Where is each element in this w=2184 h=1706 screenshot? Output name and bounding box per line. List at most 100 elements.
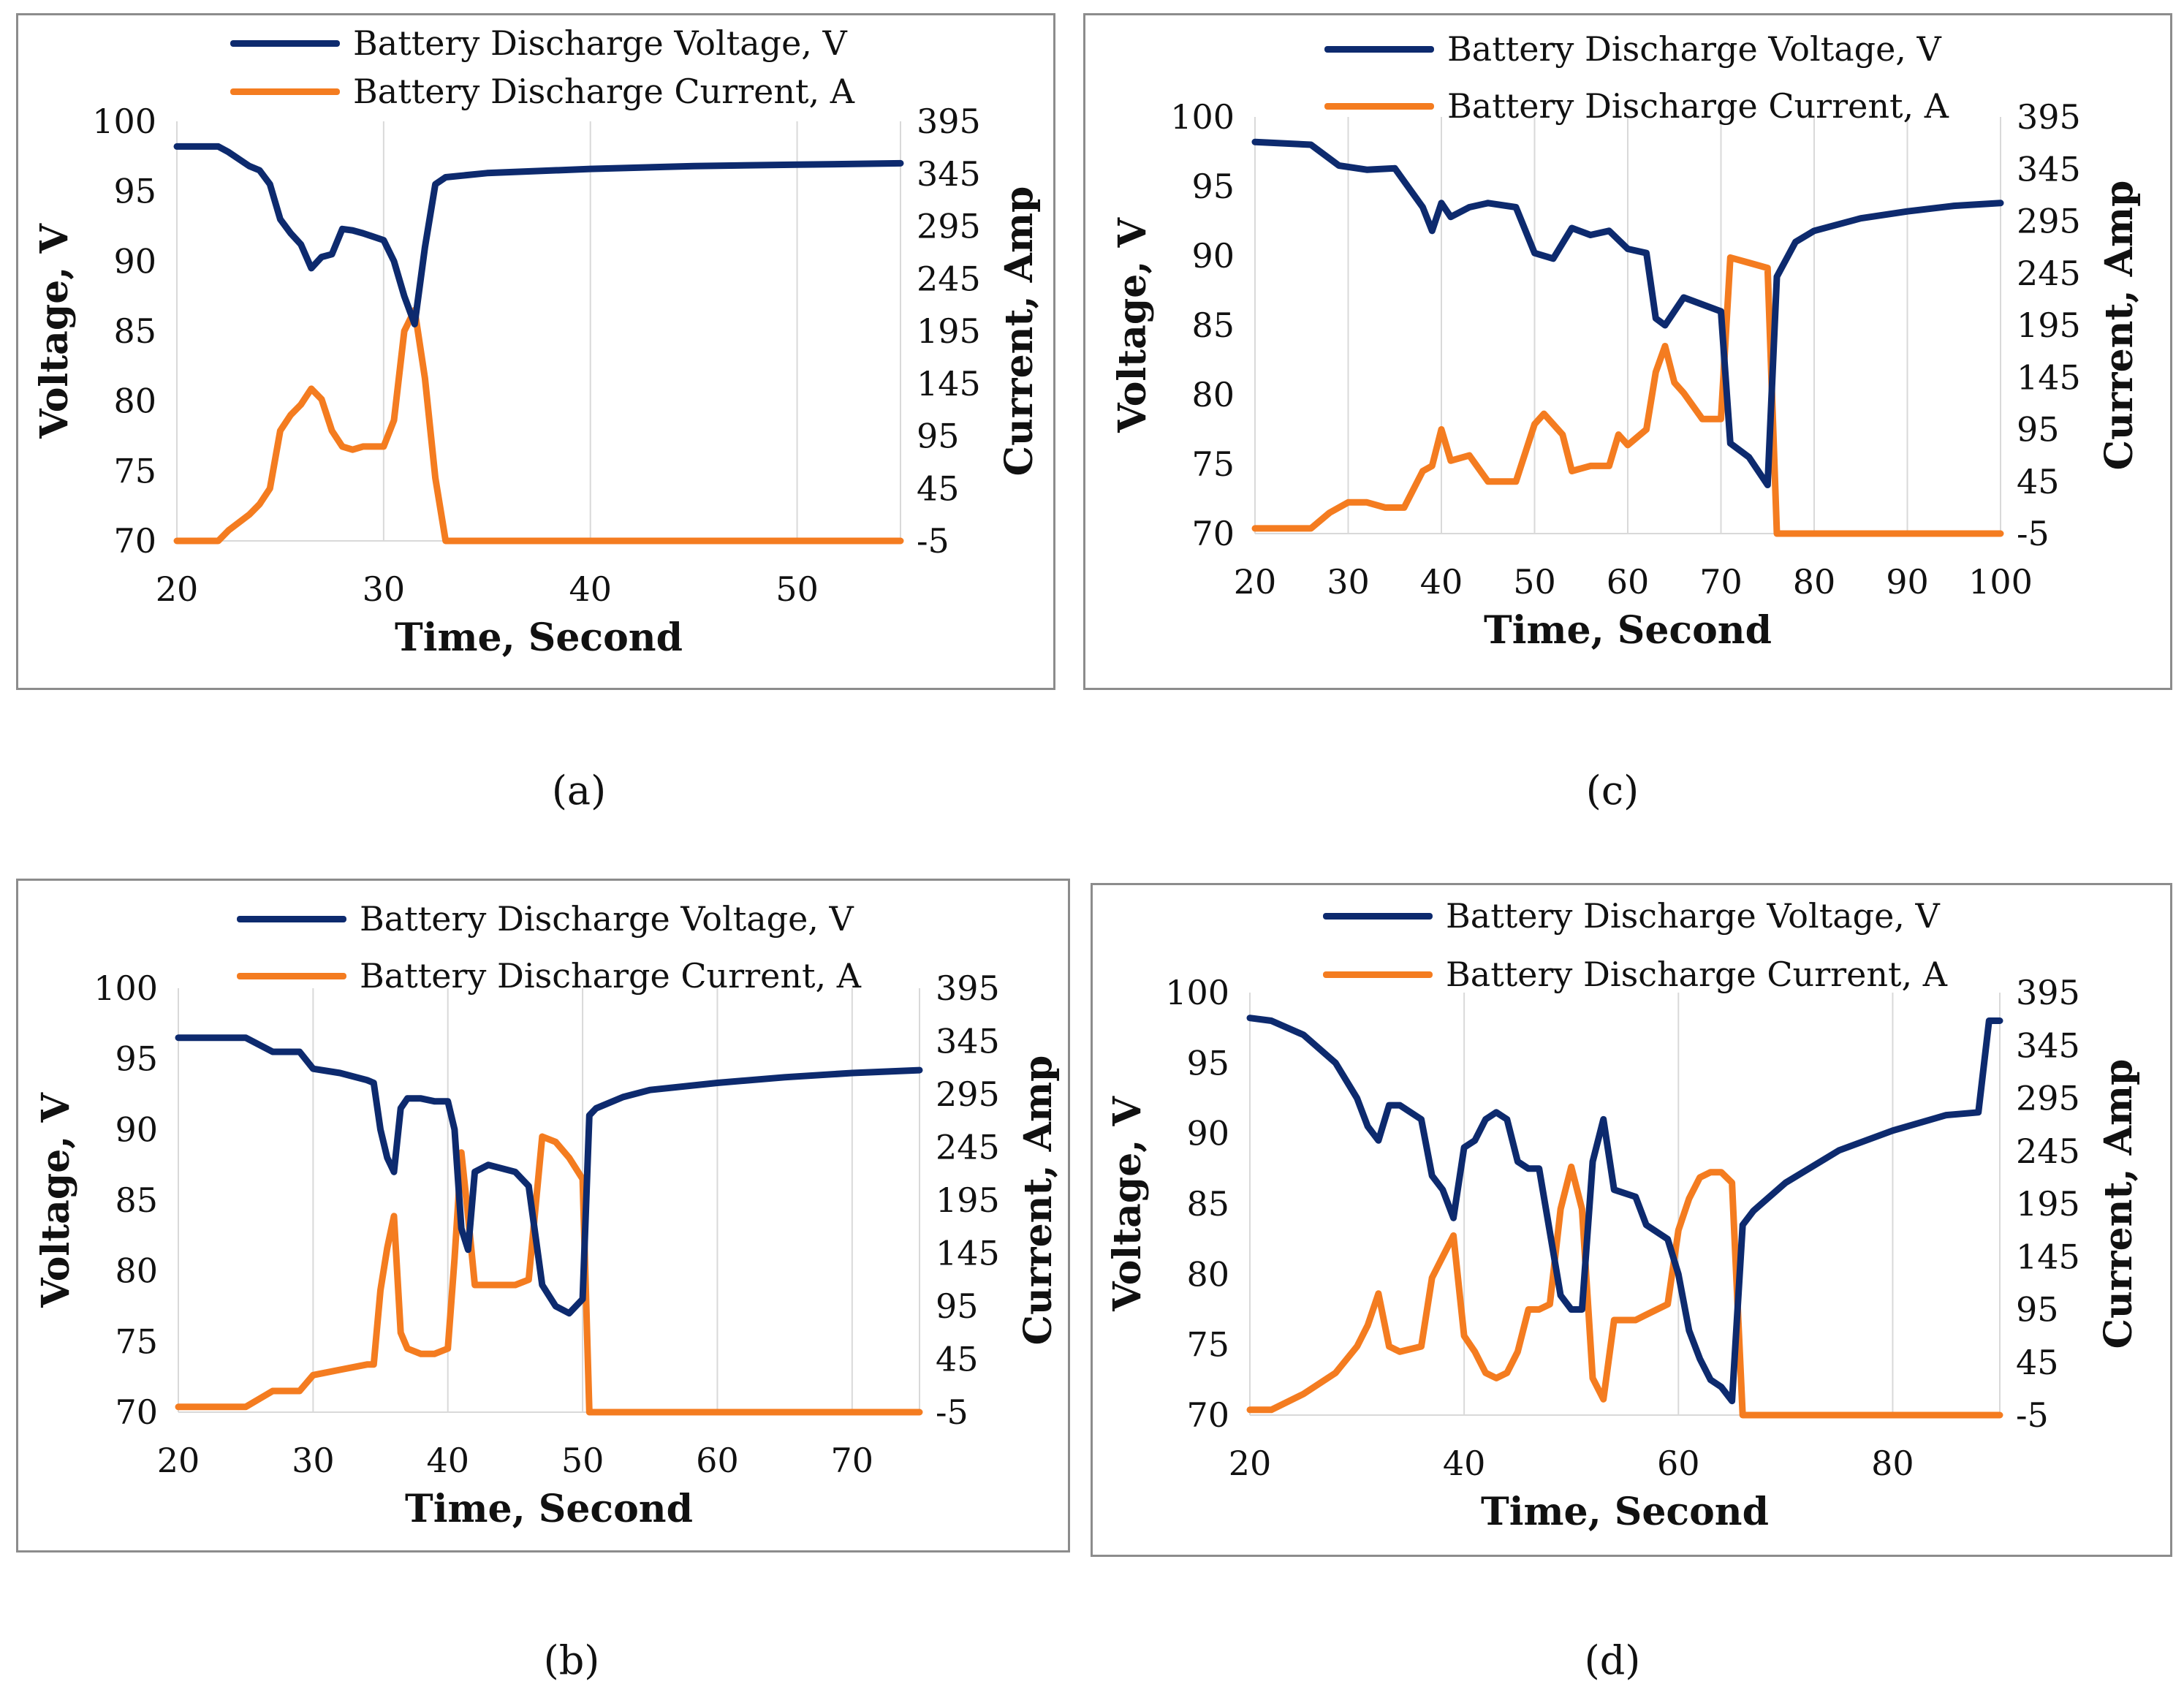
y-right-tick-label: 345 (2016, 1026, 2080, 1065)
y-left-axis-label: Voltage, V (32, 222, 77, 439)
y-right-tick-label: -5 (917, 521, 949, 561)
x-tick-label: 40 (426, 1441, 469, 1480)
y-left-tick-label: 85 (1191, 306, 1235, 345)
chart-svg-d: 20 40 60 80 70 75 80 85 90 95 100 -5 45 95 145 195 245 29… (1105, 973, 2141, 1534)
legend-swatch-voltage (1324, 46, 1434, 53)
gridlines (1254, 117, 2001, 534)
gridlines (176, 121, 901, 542)
legend-label-voltage: Battery Discharge Voltage, V (1447, 29, 1941, 69)
x-tick-label: 40 (1443, 1444, 1486, 1483)
legend-label-voltage: Battery Discharge Voltage, V (353, 23, 847, 63)
legend-swatch-voltage (1323, 913, 1433, 920)
y-left-tick-label: 80 (115, 1251, 158, 1291)
y-right-axis-label: Current, Amp (2097, 181, 2142, 471)
y-right-tick-label: -5 (936, 1392, 968, 1432)
y-right-tick-label: 45 (2017, 462, 2060, 501)
legend-label-current: Battery Discharge Current, A (360, 956, 861, 996)
y-right-tick-label: 345 (2017, 149, 2081, 189)
y-right-tick-label: 345 (917, 154, 981, 194)
x-tick-label: 60 (696, 1441, 739, 1480)
legend-swatch-current (230, 88, 340, 95)
series-line-current (1251, 254, 2004, 537)
y-left-tick-label: 90 (113, 241, 156, 281)
y-right-tick-label: 395 (2017, 97, 2081, 137)
x-tick-label: 20 (1234, 562, 1277, 602)
x-tick-label: 60 (1607, 562, 1650, 602)
legend-swatch-voltage (230, 40, 340, 47)
series-line-current (1246, 1163, 2003, 1419)
y-right-tick-label: 295 (936, 1074, 1000, 1114)
x-tick-label: 40 (569, 569, 612, 609)
y-left-tick-label: 80 (113, 382, 156, 421)
caption-c: (c) (1585, 767, 1639, 814)
x-tick-label: 80 (1871, 1444, 1914, 1483)
y-right-tick-label: 245 (917, 259, 981, 298)
chart-svg-c: 20 30 40 50 60 70 80 90 100 70 75 80 85 90 95 100 -5 45 95… (1110, 97, 2142, 653)
series-line-voltage (1246, 1015, 2003, 1405)
y-right-tick-label: 295 (2017, 202, 2081, 241)
x-tick-label: 60 (1657, 1444, 1700, 1483)
chart-panel-d: 20 40 60 80 70 75 80 85 90 95 100 -5 45 95 145 195 245 29… (1091, 883, 2172, 1557)
y-right-tick-label: 195 (936, 1180, 1000, 1220)
x-tick-label: 50 (561, 1441, 604, 1480)
caption-d: (d) (1584, 1637, 1641, 1683)
legend-label-current: Battery Discharge Current, A (1447, 86, 1949, 126)
caption-b: (b) (543, 1637, 600, 1683)
series-line-current (175, 1133, 923, 1416)
legend-label-voltage: Battery Discharge Voltage, V (1446, 896, 1940, 936)
legend-swatch-current (1323, 971, 1433, 978)
y-right-axis-label: Current, Amp (2096, 1059, 2141, 1349)
y-right-tick-label: 395 (936, 968, 1000, 1008)
x-tick-label: 20 (156, 569, 199, 609)
y-left-tick-label: 90 (1191, 236, 1235, 276)
y-left-tick-label: 100 (1170, 97, 1235, 137)
y-right-tick-label: -5 (2016, 1395, 2049, 1435)
series-line-voltage (173, 143, 904, 327)
y-right-tick-label: 45 (936, 1340, 979, 1379)
x-tick-label: 90 (1886, 562, 1929, 602)
x-tick-label: 50 (1513, 562, 1556, 602)
y-left-tick-label: 100 (92, 102, 156, 141)
legend-label-voltage: Battery Discharge Voltage, V (360, 899, 854, 939)
y-left-tick-label: 85 (115, 1180, 158, 1220)
legend-swatch-voltage (237, 916, 346, 922)
y-left-tick-label: 85 (1186, 1184, 1229, 1224)
y-left-tick-label: 95 (115, 1039, 158, 1079)
chart-panel-c: 20 30 40 50 60 70 80 90 100 70 75 80 85 90 95 100 -5 45 95… (1083, 13, 2172, 690)
y-right-tick-label: -5 (2017, 514, 2050, 553)
y-left-tick-label: 95 (113, 172, 156, 211)
y-left-tick-label: 75 (113, 451, 156, 490)
y-left-axis-label: Voltage, V (1105, 1095, 1150, 1311)
y-right-tick-label: 245 (2017, 254, 2081, 293)
chart-frame (1091, 883, 2172, 1557)
y-left-tick-label: 80 (1191, 375, 1235, 414)
y-right-tick-label: 145 (917, 364, 981, 403)
y-left-tick-label: 70 (1186, 1395, 1229, 1435)
chart-svg-b: 20 30 40 50 60 70 70 75 80 85 90 95 100 -5 45 95 145 195 2… (34, 968, 1061, 1531)
chart-svg-a: 20 30 40 50 70 75 80 85 90 95 100 -5 45 95 145 195 245 29… (32, 102, 1042, 660)
series-line-voltage (175, 1034, 923, 1317)
chart-frame (16, 879, 1070, 1553)
y-right-tick-label: 195 (2016, 1184, 2080, 1224)
y-right-tick-label: 95 (2017, 410, 2060, 450)
y-left-axis-label: Voltage, V (1110, 216, 1155, 433)
legend-swatch-current (237, 973, 346, 979)
y-left-tick-label: 70 (1191, 514, 1235, 553)
y-right-tick-label: 395 (917, 102, 981, 141)
y-right-tick-label: 195 (917, 311, 981, 351)
y-left-tick-label: 90 (1186, 1114, 1229, 1153)
y-left-tick-label: 70 (115, 1392, 158, 1432)
y-right-tick-label: 395 (2016, 973, 2080, 1012)
x-axis-label: Time, Second (1481, 1490, 1769, 1534)
x-axis-label: Time, Second (405, 1487, 693, 1531)
y-right-tick-label: 145 (936, 1234, 1000, 1273)
y-right-tick-label: 95 (917, 417, 960, 456)
y-left-tick-label: 70 (113, 521, 156, 561)
y-left-tick-label: 85 (113, 311, 156, 351)
chart-panel-a: 20 30 40 50 70 75 80 85 90 95 100 -5 45 95 145 195 245 29… (16, 13, 1055, 690)
gridlines (1249, 993, 2001, 1416)
y-right-tick-label: 245 (2016, 1131, 2080, 1171)
x-tick-label: 70 (831, 1441, 874, 1480)
x-tick-label: 70 (1699, 562, 1743, 602)
x-tick-label: 100 (1968, 562, 2033, 602)
